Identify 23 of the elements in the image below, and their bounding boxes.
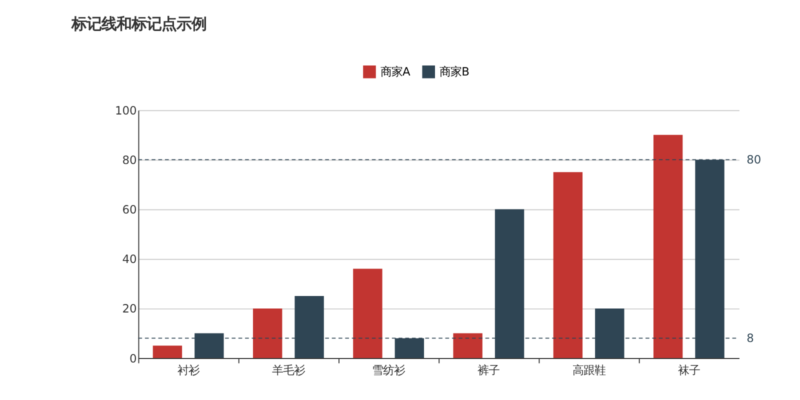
- bar: [453, 333, 482, 358]
- x-tick-label: 羊毛衫: [272, 362, 305, 377]
- ref-line-label: 8: [746, 331, 754, 346]
- y-tick-label: 40: [122, 252, 137, 266]
- bar: [553, 172, 583, 358]
- y-tick-label: 20: [122, 302, 137, 316]
- bar: [252, 308, 282, 358]
- y-tick-label: 60: [122, 202, 137, 217]
- bar: [152, 346, 182, 358]
- bar: [353, 268, 382, 358]
- y-tick-label: 0: [130, 351, 137, 366]
- ref-line-label: 80: [746, 152, 762, 167]
- y-tick-label: 80: [122, 152, 137, 167]
- chart-title: 标记线和标记点示例: [70, 15, 207, 34]
- x-tick-label: 袜子: [678, 362, 700, 377]
- legend-label: 商家B: [440, 64, 470, 79]
- y-tick-label: 100: [114, 103, 137, 118]
- x-tick-label: 高跟鞋: [572, 362, 606, 377]
- x-tick-label: 衬衫: [177, 362, 200, 377]
- x-tick-label: 雪纺衫: [372, 362, 406, 377]
- legend-label: 商家A: [380, 64, 410, 79]
- bar: [653, 134, 683, 358]
- x-tick-label: 裤子: [478, 362, 500, 377]
